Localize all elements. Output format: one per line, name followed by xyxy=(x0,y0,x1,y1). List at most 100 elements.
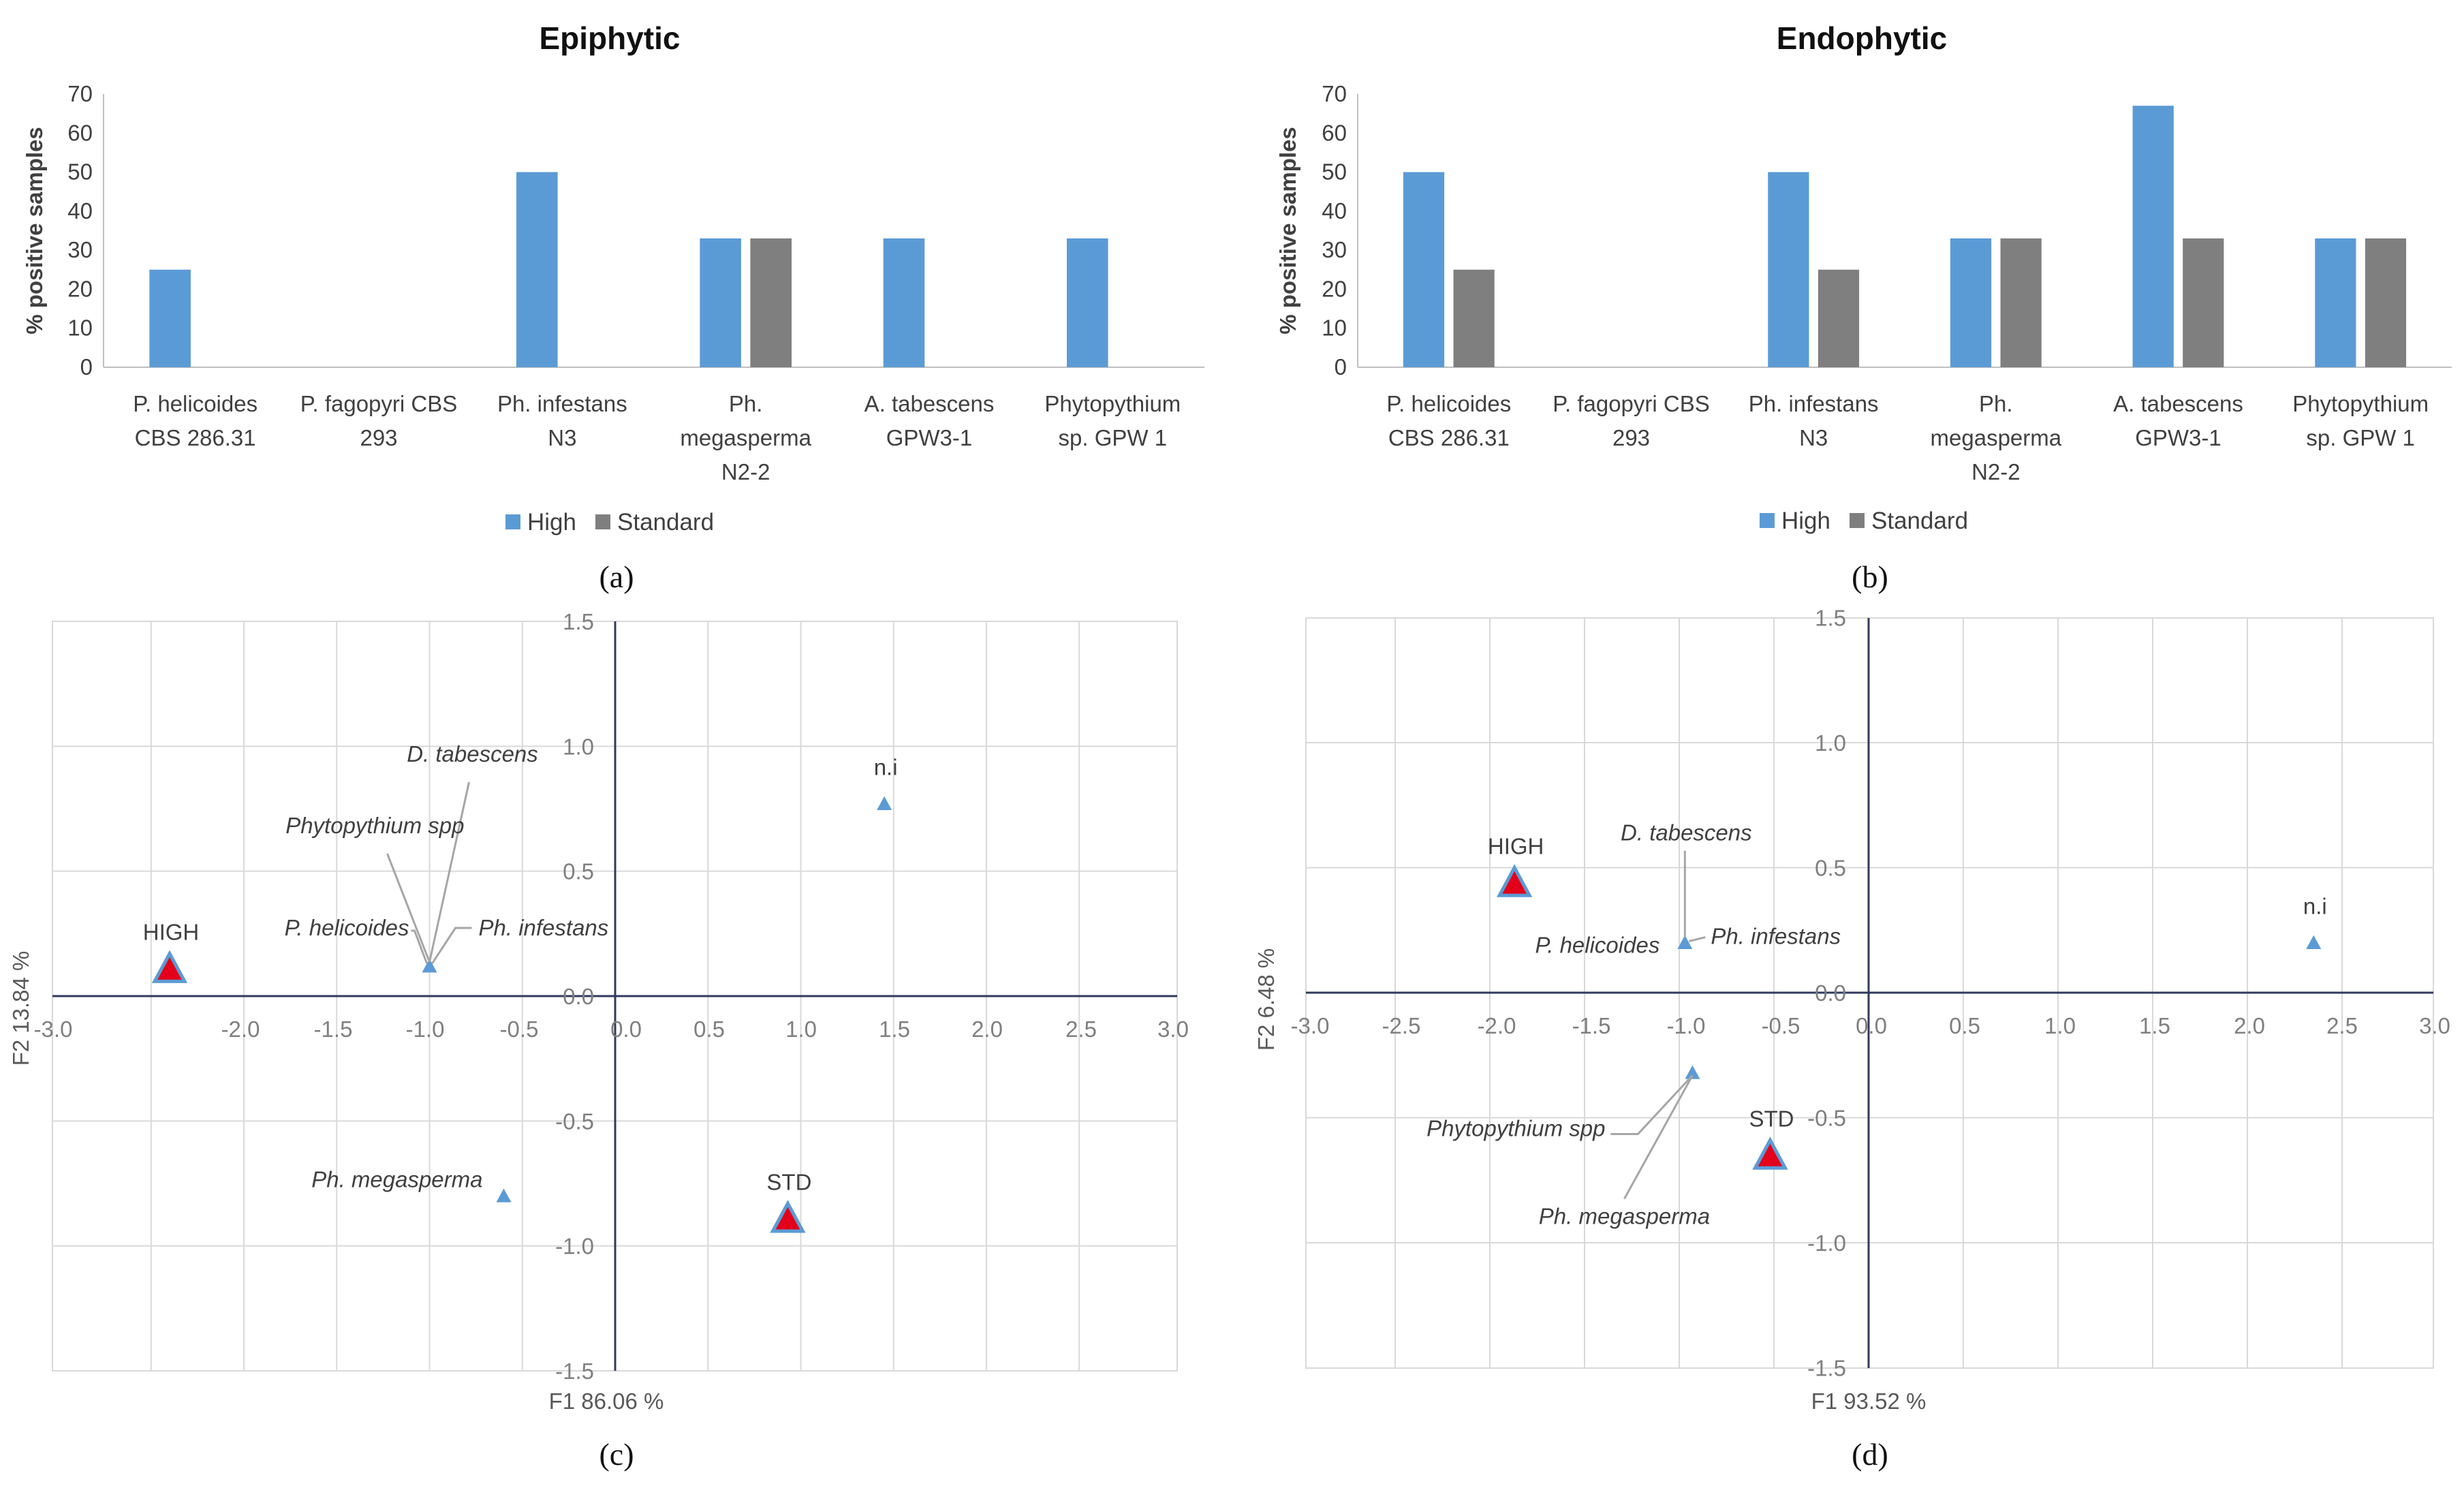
x-tick-label: -3.0 xyxy=(34,1017,73,1042)
y-tick-label: 0.0 xyxy=(563,984,594,1009)
y-tick-label: -0.5 xyxy=(1807,1106,1846,1131)
treatment-point xyxy=(151,950,188,983)
legend-swatch xyxy=(1850,513,1865,528)
y-tick-label: 50 xyxy=(1322,159,1347,185)
scatter-chart-c: -3.0 -2.0 -1.5 -1.0 -0.5 0.0 0.5 1.0 1.5 2.0 2.5 3.… xyxy=(8,609,1189,1472)
category-label: 293 xyxy=(1612,425,1650,450)
category-label: megasperma xyxy=(680,425,811,450)
x-tick-label: 1.0 xyxy=(785,1017,817,1042)
y-tick-label: 20 xyxy=(1322,276,1347,301)
x-tick-label: 2.0 xyxy=(2234,1013,2265,1038)
panel-label: (b) xyxy=(1852,559,1888,594)
y-tick-label: 1.0 xyxy=(1815,730,1846,756)
bar-chart-b: Endophytic 0 10 20 30 40 50 60 70 % positive samp… xyxy=(1275,20,2452,594)
bar-high xyxy=(149,269,191,367)
y-tick-label: -1.5 xyxy=(555,1359,594,1384)
bar-standard xyxy=(750,238,792,367)
point-label: P. helicoides xyxy=(285,915,409,940)
legend-swatch xyxy=(595,514,610,529)
species-point xyxy=(1685,1065,1700,1079)
chart-title: Epiphytic xyxy=(539,20,680,56)
y-tick-label: 0.5 xyxy=(1815,856,1846,881)
category-label: Ph. infestans xyxy=(1749,391,1879,416)
bar-standard xyxy=(1818,269,1860,367)
chart-title: Endophytic xyxy=(1777,20,1947,56)
y-tick-label: -1.0 xyxy=(555,1234,594,1259)
category-label: 293 xyxy=(360,425,397,450)
y-tick-label: 60 xyxy=(67,120,93,145)
y-tick-label: 30 xyxy=(1322,237,1347,262)
point-label: D. tabescens xyxy=(407,741,538,766)
category-label: CBS 286.31 xyxy=(135,425,256,450)
y-tick-label: 40 xyxy=(1322,198,1347,223)
y-tick-label: 0 xyxy=(80,354,93,379)
point-label: Ph. megasperma xyxy=(1539,1203,1710,1228)
bar-high xyxy=(883,238,925,367)
treatment-point xyxy=(770,1200,806,1233)
y-tick-label: 20 xyxy=(67,276,93,301)
y-tick-label: 0.0 xyxy=(1815,980,1846,1006)
y-tick-label: 30 xyxy=(67,237,93,262)
x-tick-label: -1.0 xyxy=(406,1017,445,1042)
x-tick-label: 3.0 xyxy=(1157,1017,1189,1042)
scatter-chart-d: -3.0 -2.5 -2.0 -1.5 -1.0 -0.5 0.0 0.5 1.0 1.5 2.0 2… xyxy=(1253,606,2450,1472)
x-tick-label: -1.0 xyxy=(1667,1013,1706,1038)
y-tick-label: 1.5 xyxy=(1815,606,1846,631)
y-tick-label: 50 xyxy=(67,159,93,185)
panel-label: (a) xyxy=(599,559,634,594)
category-label: A. tabescens xyxy=(864,391,995,416)
leader-line xyxy=(1688,936,1706,943)
category-label: CBS 286.31 xyxy=(1388,425,1510,450)
y-axis-label: % positive samples xyxy=(1275,127,1300,334)
y-tick-label: 10 xyxy=(1322,315,1347,341)
category-label: N3 xyxy=(548,425,576,450)
category-label: P. fagopyri CBS xyxy=(300,391,458,416)
y-tick-label: -0.5 xyxy=(555,1109,594,1134)
category-label: P. helicoides xyxy=(133,391,258,416)
y-axis-label: F2 13.84 % xyxy=(8,951,33,1066)
panel-label: (d) xyxy=(1852,1437,1888,1472)
x-tick-label: 1.5 xyxy=(2139,1013,2170,1038)
x-tick-label: 3.0 xyxy=(2419,1013,2450,1038)
treatment-point xyxy=(1752,1136,1788,1170)
x-tick-label: -3.0 xyxy=(1291,1013,1330,1038)
bar-standard xyxy=(1453,269,1495,367)
species-point xyxy=(1677,935,1693,949)
x-axis-label: F1 86.06 % xyxy=(549,1389,664,1414)
y-tick-label: -1.0 xyxy=(1807,1230,1846,1256)
category-label: Ph. xyxy=(729,391,763,416)
bar-high xyxy=(2315,238,2356,367)
bar-high xyxy=(1768,172,1809,368)
point-label: D. tabescens xyxy=(1621,820,1752,846)
y-tick-label: 60 xyxy=(1322,120,1347,145)
point-label: n.i xyxy=(874,755,898,780)
x-tick-label: 2.5 xyxy=(2326,1013,2358,1038)
bar-high xyxy=(516,172,558,368)
bar-high xyxy=(1403,172,1445,368)
category-label: megasperma xyxy=(1931,425,2062,450)
bar-standard xyxy=(2000,238,2042,367)
bar-standard xyxy=(2183,238,2224,367)
point-label: Ph. infestans xyxy=(1711,924,1841,949)
legend-label: High xyxy=(1781,508,1830,534)
y-tick-label: -1.5 xyxy=(1807,1356,1846,1381)
leader-line xyxy=(428,781,470,963)
point-label: STD xyxy=(766,1169,811,1194)
x-tick-label: 2.5 xyxy=(1065,1017,1097,1042)
x-tick-label: -0.5 xyxy=(1762,1013,1800,1038)
species-point xyxy=(2306,935,2322,949)
bar-standard xyxy=(2365,238,2407,367)
leader-line xyxy=(1623,1074,1694,1200)
species-point xyxy=(422,959,437,973)
bar-chart-a: Epiphytic 0 10 20 30 40 50 60 70 % positive sampl… xyxy=(22,20,1204,594)
x-tick-label: -2.0 xyxy=(1478,1013,1516,1038)
x-tick-label: 0.0 xyxy=(1856,1013,1887,1038)
point-label: Phytopythium spp xyxy=(1426,1115,1605,1141)
bar-high xyxy=(1950,238,1992,367)
y-tick-label: 1.0 xyxy=(563,734,594,759)
x-tick-label: 1.5 xyxy=(879,1017,910,1042)
legend-label: High xyxy=(527,509,576,536)
y-tick-label: 40 xyxy=(67,198,93,223)
category-label: N2-2 xyxy=(721,459,770,484)
